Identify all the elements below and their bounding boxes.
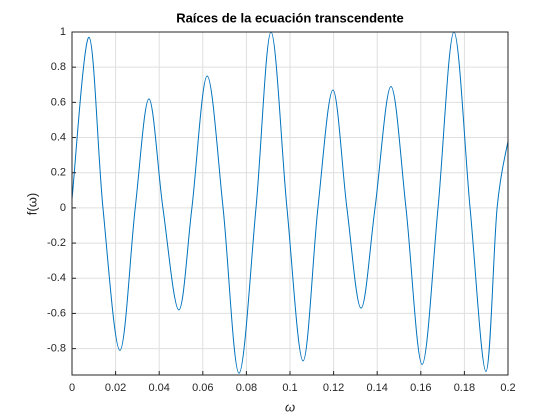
x-tick-label: 0.1 bbox=[282, 382, 297, 394]
x-tick-label: 0.02 bbox=[105, 382, 126, 394]
x-tick-label: 0.06 bbox=[192, 382, 213, 394]
y-tick-label: 0.8 bbox=[51, 61, 66, 73]
y-tick-label: -0.6 bbox=[47, 307, 66, 319]
x-tick-label: 0.04 bbox=[148, 382, 169, 394]
chart-title: Raíces de la ecuación transcendente bbox=[176, 10, 404, 25]
x-tick-label: 0 bbox=[69, 382, 75, 394]
x-tick-label: 0.16 bbox=[410, 382, 431, 394]
x-tick-label: 0.08 bbox=[236, 382, 257, 394]
y-tick-label: -0.4 bbox=[47, 272, 66, 284]
x-tick-label: 0.2 bbox=[500, 382, 515, 394]
y-axis-label: f(ω) bbox=[24, 193, 39, 215]
x-axis-label: ω bbox=[285, 399, 295, 414]
y-tick-label: -0.2 bbox=[47, 237, 66, 249]
y-tick-label: 0.4 bbox=[51, 131, 66, 143]
x-tick-label: 0.12 bbox=[323, 382, 344, 394]
y-tick-label: 1 bbox=[60, 26, 66, 38]
data-line bbox=[72, 32, 508, 374]
y-tick-label: 0 bbox=[60, 202, 66, 214]
x-tick-label: 0.14 bbox=[366, 382, 387, 394]
y-tick-label: 0.6 bbox=[51, 96, 66, 108]
x-tick-label: 0.18 bbox=[454, 382, 475, 394]
y-tick-label: -0.8 bbox=[47, 343, 66, 355]
y-tick-label: 0.2 bbox=[51, 167, 66, 179]
